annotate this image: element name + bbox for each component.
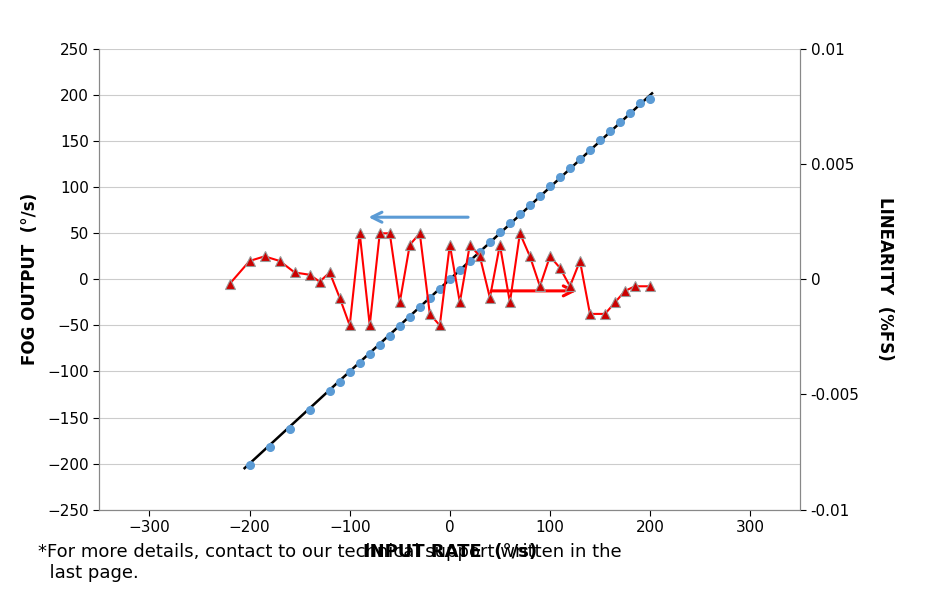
Y-axis label: LINEARITY  (%FS): LINEARITY (%FS) [876, 198, 894, 361]
X-axis label: INPUT RATE  (°/s): INPUT RATE (°/s) [363, 543, 537, 561]
Text: *For more details, contact to our technical support written in the
  last page.: *For more details, contact to our techni… [38, 543, 621, 582]
Y-axis label: FOG OUTPUT  (°/s): FOG OUTPUT (°/s) [21, 193, 39, 365]
